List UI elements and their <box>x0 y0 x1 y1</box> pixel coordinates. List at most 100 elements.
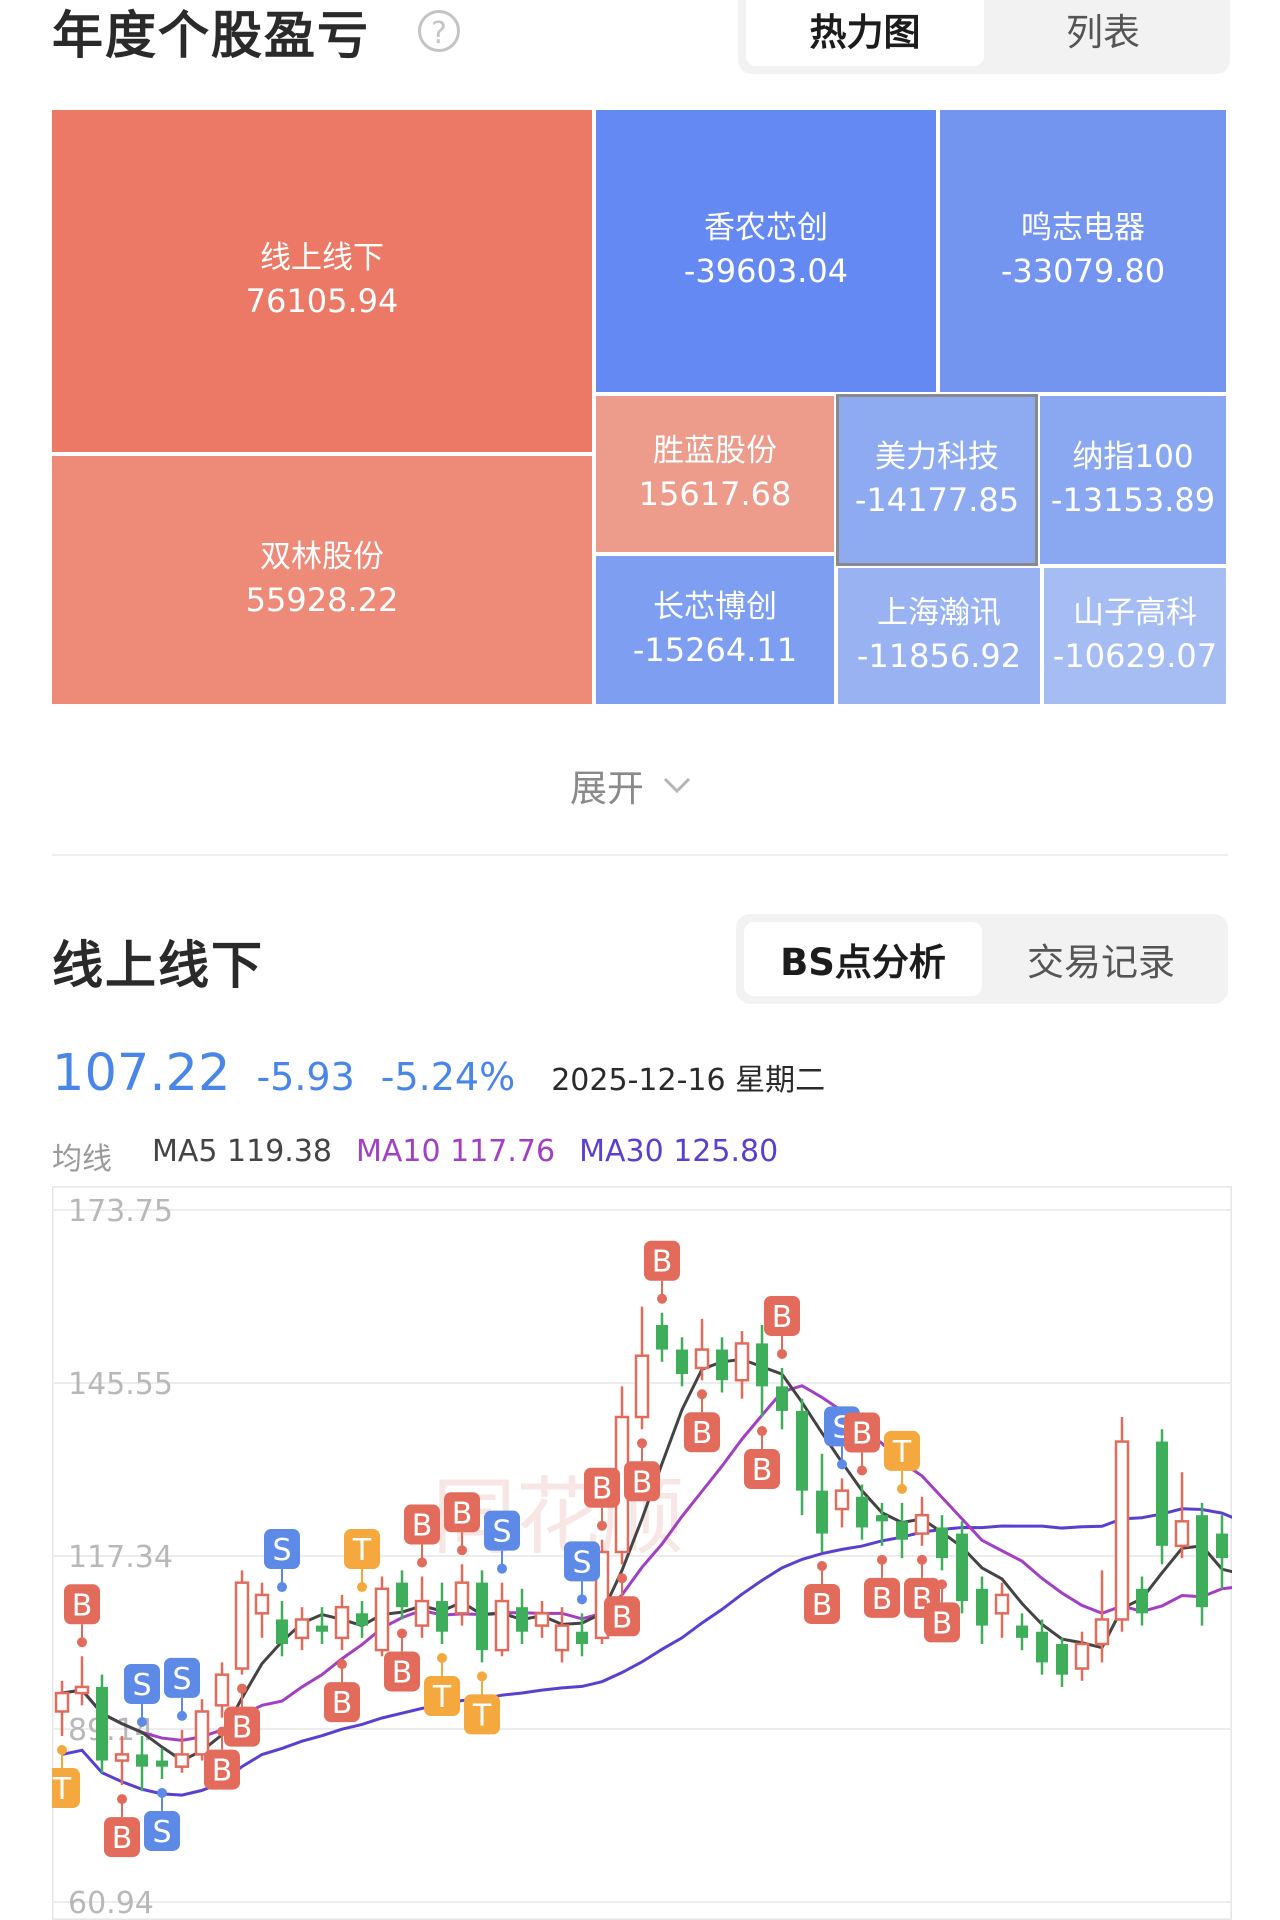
bs-marker <box>204 1749 240 1790</box>
candle-body <box>374 1587 390 1652</box>
candle-body <box>1136 1588 1148 1614</box>
candle-body <box>1114 1440 1130 1621</box>
tile-value: 15617.68 <box>638 475 792 514</box>
heatmap-tile[interactable]: 线上线下 76105.94 <box>50 108 594 454</box>
bs-marker <box>624 1461 660 1502</box>
ma-label: 均线 <box>52 1142 112 1177</box>
date: 2025-12-16 星期二 <box>551 1063 826 1098</box>
candle-body <box>734 1342 750 1382</box>
candle-body <box>194 1710 210 1756</box>
candle-body <box>1074 1642 1090 1670</box>
change: -5.93 <box>256 1055 355 1099</box>
ma10-line <box>61 1384 1232 1742</box>
tile-value: 55928.22 <box>245 581 399 620</box>
candle-body <box>276 1619 288 1644</box>
candle-body <box>856 1496 868 1528</box>
tab-bs-analysis[interactable]: BS点分析 <box>744 922 982 996</box>
tile-name: 上海瀚讯 <box>877 595 1001 632</box>
candlestick-chart[interactable]: 173.75145.55117.3489.1460.94同花顺TBBSSSBBS… <box>52 1186 1232 1920</box>
bs-marker <box>764 1295 800 1336</box>
bs-marker-label: S <box>132 1668 151 1703</box>
candle-body <box>414 1599 430 1627</box>
bs-marker <box>684 1412 720 1453</box>
heatmap-tile[interactable]: 胜蓝股份 15617.68 <box>594 394 836 554</box>
tab-heatmap[interactable]: 热力图 <box>746 0 984 66</box>
candle-body <box>676 1349 688 1375</box>
analysis-toggle: BS点分析 交易记录 <box>736 914 1228 1004</box>
tile-value: -33079.80 <box>1000 252 1166 291</box>
bs-marker <box>52 1768 80 1809</box>
expand-label: 展开 <box>570 767 644 810</box>
change-percent: -5.24% <box>380 1055 516 1099</box>
bs-marker-label: S <box>172 1662 191 1697</box>
candle-body <box>356 1613 368 1626</box>
marker-dot <box>337 1659 347 1670</box>
heatmap-tile[interactable]: 香农芯创 -39603.04 <box>594 108 938 394</box>
tile-name: 美力科技 <box>875 439 999 476</box>
marker-dot <box>817 1560 827 1571</box>
help-icon[interactable]: ? <box>418 10 460 52</box>
heatmap-tile[interactable]: 美力科技 -14177.85 <box>836 394 1038 566</box>
bs-marker-label: B <box>392 1655 413 1690</box>
candle-body <box>694 1348 710 1370</box>
bs-marker <box>464 1694 500 1735</box>
tab-trade-records[interactable]: 交易记录 <box>1027 941 1175 984</box>
bs-marker-label: B <box>72 1588 93 1623</box>
bs-marker-label: B <box>332 1686 353 1721</box>
bs-marker <box>344 1529 380 1570</box>
marker-dot <box>577 1594 587 1605</box>
candle-body <box>914 1513 930 1535</box>
bs-marker <box>864 1577 900 1618</box>
candle-body <box>234 1581 250 1670</box>
tab-list[interactable]: 列表 <box>1066 11 1140 54</box>
heatmap: 线上线下 76105.94 双林股份 55928.22 香农芯创 -39603.… <box>50 108 1228 708</box>
heatmap-tile[interactable]: 鸣志电器 -33079.80 <box>938 108 1228 394</box>
heatmap-tile[interactable]: 上海瀚讯 -11856.92 <box>836 566 1042 706</box>
tile-value: -11856.92 <box>856 637 1022 676</box>
candle-body <box>74 1685 90 1695</box>
candle-body <box>396 1582 408 1608</box>
candle-body <box>976 1588 988 1626</box>
bs-marker <box>224 1706 260 1747</box>
heatmap-tile[interactable]: 山子高科 -10629.07 <box>1042 566 1228 706</box>
bs-marker-label: B <box>772 1300 793 1335</box>
heatmap-tile[interactable]: 长芯博创 -15264.11 <box>594 554 836 706</box>
marker-dot <box>77 1637 87 1648</box>
bs-marker <box>444 1492 480 1533</box>
expand-button[interactable]: 展开 <box>570 758 692 812</box>
bs-marker <box>604 1596 640 1637</box>
candle-body <box>816 1490 828 1534</box>
bs-marker <box>264 1529 300 1570</box>
candle-body <box>1094 1618 1110 1646</box>
bs-marker-label: B <box>592 1472 613 1507</box>
candle-body <box>796 1410 808 1491</box>
tile-name: 线上线下 <box>260 240 384 277</box>
tile-value: -14177.85 <box>854 481 1020 520</box>
candle-body <box>1156 1441 1168 1546</box>
candle-body <box>896 1521 908 1540</box>
candle-body <box>576 1631 588 1644</box>
bs-marker-label: B <box>872 1582 893 1617</box>
bs-marker <box>64 1584 100 1625</box>
candle-body <box>174 1753 190 1768</box>
candle-body <box>114 1753 130 1762</box>
tile-value: -10629.07 <box>1052 637 1218 676</box>
candle-body <box>136 1754 148 1767</box>
candle-body <box>1016 1625 1028 1638</box>
heatmap-tile[interactable]: 双林股份 55928.22 <box>50 454 594 706</box>
bs-marker-label: B <box>692 1416 713 1451</box>
chevron-down-icon <box>663 777 691 794</box>
bs-marker <box>104 1817 140 1858</box>
bs-marker-label: B <box>932 1606 953 1641</box>
bs-marker-label: T <box>472 1698 492 1733</box>
tile-value: 76105.94 <box>245 282 399 321</box>
tile-value: -13153.89 <box>1050 481 1216 520</box>
candle-body <box>1174 1520 1190 1548</box>
stock-title: 线上线下 <box>52 937 265 996</box>
bs-marker-label: T <box>52 1772 72 1807</box>
candle-body <box>334 1605 350 1640</box>
candle-body <box>156 1760 168 1767</box>
bs-marker-label: B <box>452 1496 473 1531</box>
heatmap-tile[interactable]: 纳指100 -13153.89 <box>1038 394 1228 566</box>
marker-dot <box>897 1483 907 1494</box>
